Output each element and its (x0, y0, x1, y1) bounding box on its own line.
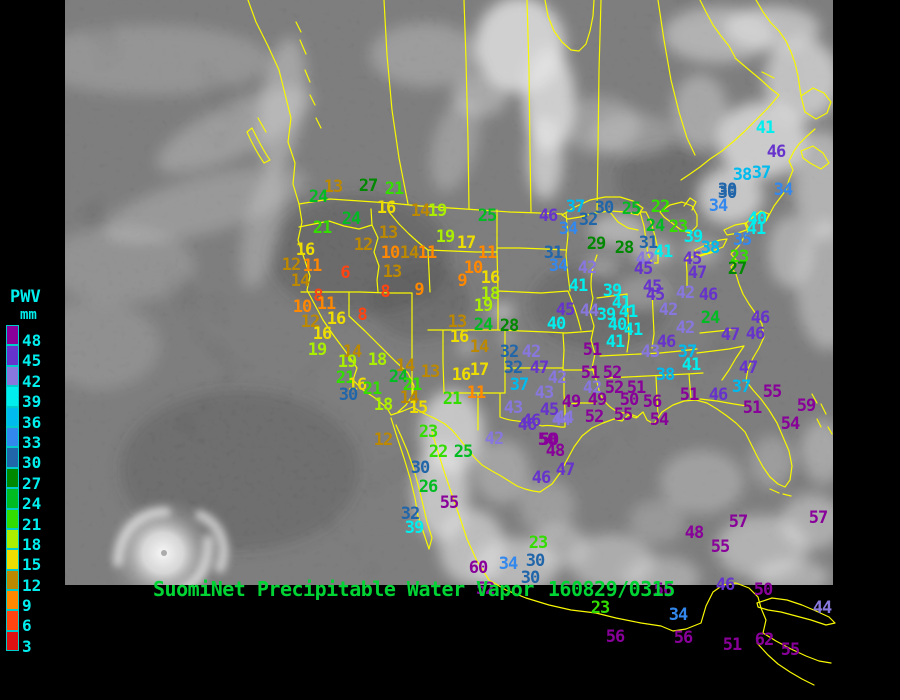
legend-color-scale: 48 45 42 39 36 33 30 27 24 21 18 15 12 9 6 3 (6, 325, 64, 655)
legend-swatch (6, 508, 19, 529)
legend-value: 18 (22, 534, 42, 554)
legend-entry: 6 (6, 610, 64, 634)
legend-swatch (6, 406, 19, 427)
islands-borders (246, 21, 832, 170)
legend-swatch (6, 630, 19, 652)
us-states-west-borders (298, 208, 582, 431)
legend-swatch (6, 365, 19, 387)
legend-value: 12 (22, 575, 42, 595)
legend-swatch (6, 528, 19, 550)
legend-value: 48 (22, 331, 42, 350)
legend-swatch (6, 569, 19, 591)
product-title: SuomiNet Precipitable Water Vapor 160829/… (153, 577, 675, 601)
legend-entry: 15 (6, 549, 64, 573)
legend-entry: 33 (6, 426, 64, 451)
legend-entry: 18 (6, 528, 64, 553)
legend-value: 36 (22, 412, 42, 432)
legend-swatch (6, 426, 19, 448)
map-borders (246, 0, 836, 686)
legend-swatch (6, 447, 19, 468)
legend-entry: 12 (6, 569, 64, 593)
legend-value: 3 (22, 636, 32, 656)
legend-title: PWV (10, 287, 41, 307)
legend-entry: 27 (6, 467, 64, 491)
legend-value: 24 (22, 494, 42, 514)
legend-value: 6 (22, 616, 32, 636)
legend-entry: 48 (6, 325, 64, 349)
legend-entry: 45 (6, 345, 64, 369)
legend-entry: 36 (6, 406, 64, 430)
legend-swatch (6, 467, 19, 489)
legend-value: 21 (22, 514, 42, 534)
legend-value: 39 (22, 392, 42, 412)
legend-swatch (6, 325, 19, 346)
legend-entry: 3 (6, 630, 64, 655)
legend-entry: 24 (6, 488, 64, 512)
legend-swatch (6, 590, 19, 611)
legend-value: 33 (22, 432, 42, 452)
legend-swatch (6, 386, 19, 407)
legend-swatch (6, 345, 19, 366)
caribbean-borders (756, 393, 836, 626)
legend-entry: 30 (6, 447, 64, 471)
legend-value: 9 (22, 596, 32, 616)
great-lakes-borders (561, 196, 750, 264)
coast-west-border (247, 0, 832, 686)
satellite-imagery (65, 0, 833, 585)
legend-entry: 9 (6, 590, 64, 614)
pwv-legend: PWV mm 48 45 42 39 36 33 30 27 24 21 18 15 12 9 6 3 (6, 287, 64, 655)
legend-swatch (6, 610, 19, 631)
legend-value: 30 (22, 453, 42, 473)
product-name: SuomiNet Precipitable Water Vapor (153, 577, 534, 601)
legend-value: 15 (22, 555, 42, 575)
coast-east-border (539, 128, 816, 493)
legend-value: 27 (22, 473, 42, 493)
legend-value: 45 (22, 351, 42, 371)
canada-borders (298, 0, 802, 215)
legend-entry: 39 (6, 386, 64, 410)
legend-swatch (6, 488, 19, 509)
legend-entry: 21 (6, 508, 64, 532)
product-datetime: 160829/0315 (547, 577, 675, 601)
us-states-east-borders (562, 211, 748, 418)
legend-value: 42 (22, 371, 42, 391)
legend-swatch (6, 549, 19, 570)
legend-entry: 42 (6, 365, 64, 389)
legend-unit: mm (20, 307, 37, 323)
